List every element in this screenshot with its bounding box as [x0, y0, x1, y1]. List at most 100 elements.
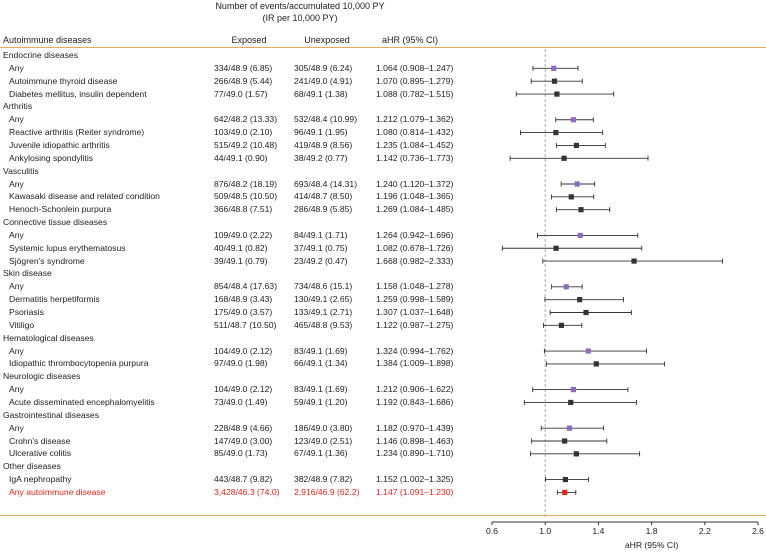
hr-marker: [551, 65, 557, 71]
exposed-value: 103/49.0 (2.10): [214, 127, 273, 138]
unexposed-value: 419/48.9 (8.56): [294, 139, 353, 150]
row-label: Henoch-Schonlein purpura: [9, 204, 112, 215]
hr-marker: [553, 245, 559, 251]
ahr-value: 1.264 (0.942–1.696): [376, 229, 454, 240]
unexposed-value: 68/49.1 (1.38): [294, 88, 348, 99]
unexposed-value: 693/48.4 (14.31): [294, 178, 358, 189]
exposed-value: 85/49.0 (1.73): [214, 448, 268, 459]
header-divider: [0, 47, 766, 48]
hr-marker: [553, 130, 559, 136]
x-tick-label: 0.6: [486, 526, 498, 536]
row-label: Idiopathic thrombocytopenia purpura: [9, 358, 149, 369]
hr-marker: [573, 451, 579, 457]
ahr-value: 1.142 (0.736–1.773): [376, 152, 454, 163]
ahr-value: 1.668 (0.982–2.333): [376, 255, 454, 266]
unexposed-value: 133/49.1 (2.71): [294, 307, 353, 317]
ahr-value: 1.064 (0.908–1.247): [376, 62, 454, 73]
row-label: Psoriasis: [9, 307, 44, 317]
unexposed-value: 38/49.2 (0.77): [294, 152, 348, 163]
ahr-value: 1.235 (1.084–1.452): [376, 139, 454, 150]
unexposed-value: 67/49.1 (1.36): [294, 448, 348, 459]
hr-marker: [577, 232, 583, 238]
exposed-value: 104/49.0 (2.12): [214, 345, 273, 356]
hr-marker: [563, 284, 569, 290]
header-events-title: Number of events/accumulated 10,000 PY: [215, 1, 385, 11]
row-label: Any: [9, 229, 24, 240]
unexposed-value: 286/48.9 (5.85): [294, 204, 353, 215]
row-label: Sjögren's syndrome: [9, 255, 85, 266]
row-label: Crohn's disease: [9, 435, 71, 446]
ahr-value: 1.122 (0.987–1.275): [376, 319, 454, 330]
unexposed-value: 123/49.0 (2.51): [294, 435, 353, 446]
unexposed-value: 465/48.8 (9.53): [294, 319, 353, 330]
ahr-value: 1.307 (1.037–1.648): [376, 307, 454, 317]
unexposed-value: 84/49.1 (1.71): [294, 229, 348, 240]
unexposed-value: 186/49.0 (3.80): [294, 422, 353, 433]
exposed-value: 44/49.1 (0.90): [214, 152, 268, 163]
hr-marker: [566, 425, 573, 431]
exposed-value: 266/48.9 (5.44): [214, 75, 273, 86]
row-label: Any: [9, 62, 24, 73]
ahr-value: 1.384 (1.009–1.898): [376, 358, 454, 369]
col-header-unexposed: Unexposed: [304, 35, 350, 45]
row-label: Vitiligo: [9, 319, 35, 330]
row-label: Juvenile idiopathic arthritis: [9, 139, 110, 150]
unexposed-value: 2,916/46.9 (62.2): [294, 486, 360, 497]
hr-marker: [631, 258, 637, 264]
unexposed-value: 241/49.0 (4.91): [294, 75, 353, 86]
unexposed-value: 130/49.1 (2.65): [294, 294, 353, 305]
ahr-value: 1.212 (0.906–1.622): [376, 384, 454, 395]
exposed-value: 40/49.1 (0.82): [214, 242, 268, 253]
hr-marker: [562, 476, 569, 483]
hr-marker: [554, 91, 560, 97]
ahr-value: 1.182 (0.970–1.439): [376, 422, 454, 433]
hr-marker: [551, 78, 558, 84]
hr-marker: [568, 399, 574, 406]
hr-marker: [585, 348, 591, 354]
exposed-value: 109/49.0 (2.22): [214, 229, 273, 240]
ahr-value: 1.158 (1.048–1.278): [376, 281, 454, 292]
exposed-value: 642/48.2 (13.33): [214, 114, 278, 125]
hr-marker: [593, 361, 599, 367]
hr-marker: [578, 207, 584, 213]
ahr-value: 1.080 (0.814–1.432): [376, 127, 454, 138]
row-label: Reactive arthritis (Reiter syndrome): [9, 127, 145, 138]
exposed-value: 334/48.9 (6.85): [214, 62, 273, 73]
group-label: Other diseases: [3, 461, 61, 472]
exposed-value: 228/48.9 (4.66): [214, 422, 273, 433]
exposed-value: 3,428/46.3 (74.0): [214, 486, 280, 497]
hr-marker: [574, 181, 580, 187]
row-label: Any: [9, 384, 24, 395]
row-label: Ankylosing spondylitis: [9, 152, 94, 163]
ahr-value: 1.196 (1.048–1.365): [376, 191, 454, 202]
group-label: Hematological diseases: [3, 332, 94, 343]
unexposed-value: 734/48.6 (15.1): [294, 281, 353, 292]
unexposed-value: 66/49.1 (1.34): [294, 358, 348, 369]
group-label: Gastrointestinal diseases: [3, 409, 100, 420]
col-header-ahr: aHR (95% CI): [381, 35, 438, 45]
row-label: Systemic lupus erythematosus: [9, 242, 126, 253]
exposed-value: 147/49.0 (3.00): [214, 435, 273, 446]
unexposed-value: 382/48.9 (7.82): [294, 474, 353, 485]
row-label: Any: [9, 422, 24, 433]
ahr-value: 1.192 (0.843–1.686): [376, 396, 454, 407]
row-label: Any: [9, 114, 24, 125]
exposed-value: 39/49.1 (0.79): [214, 255, 268, 266]
ahr-value: 1.152 (1.002–1.325): [376, 474, 454, 485]
exposed-value: 366/48.8 (7.51): [214, 204, 273, 215]
x-tick-label: 2.6: [752, 526, 764, 536]
ahr-value: 1.212 (1.079–1.362): [376, 114, 454, 125]
hr-marker: [570, 117, 576, 123]
row-label: Autoimmune thyroid disease: [9, 75, 118, 86]
ahr-value: 1.070 (0.895–1.279): [376, 75, 454, 86]
exposed-value: 73/49.0 (1.49): [214, 396, 268, 407]
exposed-value: 876/48.2 (18.19): [214, 178, 278, 189]
unexposed-value: 532/48.4 (10.99): [294, 114, 358, 125]
x-tick-label: 2.2: [699, 526, 711, 536]
hr-marker: [570, 387, 576, 393]
row-label: Any: [9, 178, 24, 189]
row-label: Kawasaki disease and related condition: [9, 191, 160, 202]
ahr-value: 1.324 (0.994–1.762): [376, 345, 454, 356]
x-tick-label: 1.4: [592, 526, 604, 536]
